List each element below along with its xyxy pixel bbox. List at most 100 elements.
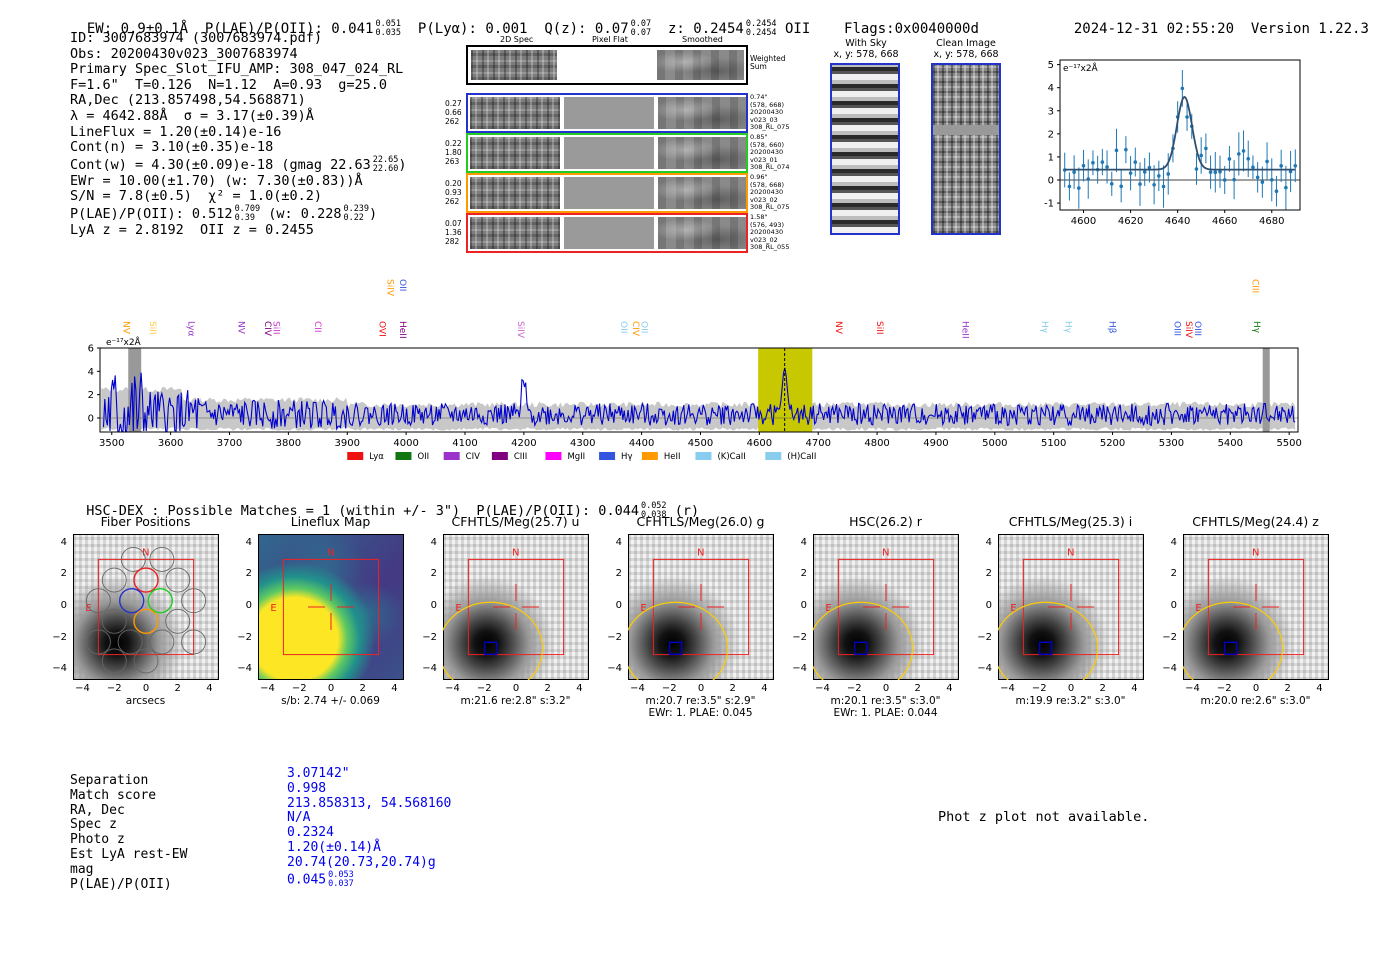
spec-row-v3: 262 bbox=[445, 117, 460, 126]
info-lambda: λ = 4642.88Å σ = 3.17(±0.39)Å bbox=[70, 107, 314, 124]
spectrum-xtick-label: 3900 bbox=[335, 438, 360, 449]
cutout-ytick: 2 bbox=[985, 568, 992, 580]
spec-row-side-line: 20200430 bbox=[750, 108, 784, 116]
north-label: N bbox=[882, 547, 889, 558]
zoom-data-point bbox=[1274, 189, 1279, 194]
weighted-sum-label: Weighted Sum bbox=[750, 54, 786, 71]
cutout-xtick: −2 bbox=[661, 683, 677, 694]
aperture-ellipse bbox=[443, 601, 544, 680]
zoom-data-point bbox=[1166, 172, 1171, 176]
cutout-caption: m:21.6 re:2.8" s:3.2" bbox=[460, 695, 571, 707]
spec-row-smoothed bbox=[658, 137, 746, 169]
cutout-ytick: −4 bbox=[422, 663, 437, 675]
spectrum-xtick-label: 4100 bbox=[452, 438, 477, 449]
zoom-data-point bbox=[1260, 180, 1265, 184]
spec-row-side: 0.96" (578, 668) 20200430 v023_02 308_RL_075 bbox=[750, 173, 790, 212]
zoom-ytick-label: 3 bbox=[1048, 106, 1054, 117]
cutout-xtick: 4 bbox=[761, 683, 768, 694]
spectrum-line-label: SiII bbox=[147, 321, 157, 335]
east-label: E bbox=[825, 603, 831, 614]
zoom-ytick-label: 4 bbox=[1048, 83, 1054, 94]
spec-row-side-line: 308_RL_075 bbox=[750, 203, 790, 211]
fiber-circle bbox=[85, 588, 111, 614]
spec-row-smoothed bbox=[658, 177, 746, 209]
zoom-unit-label: e⁻¹⁷x2Å bbox=[1063, 62, 1099, 74]
zoom-data-point bbox=[1194, 167, 1199, 171]
spec-row-side: 1.58" (576, 493) 20200430 v023_02 308_RL_055 bbox=[750, 213, 790, 252]
cutout-xtick: 2 bbox=[359, 683, 366, 694]
spectrum-xtick-label: 3800 bbox=[276, 438, 301, 449]
spectrum-line-label: NV bbox=[833, 321, 843, 335]
legend-label: Lyα bbox=[369, 452, 384, 462]
spectrum-group: 6 4 2 0 3500 3600 3700 3800 3900 4000 4100 4200 4300… bbox=[88, 279, 1302, 462]
spec-row-v1: 0.20 bbox=[445, 179, 462, 188]
fiber-circle bbox=[149, 629, 175, 655]
cutout-frame bbox=[443, 534, 589, 680]
north-label: N bbox=[512, 547, 519, 558]
spectrum-line-label-high: SiIV bbox=[384, 279, 394, 297]
zoom-data-point bbox=[1246, 156, 1251, 161]
spec-row-2dspec bbox=[470, 97, 560, 129]
cutout-xtick: 2 bbox=[1099, 683, 1106, 694]
with-sky-title: With Sky x, y: 578, 668 bbox=[830, 38, 902, 60]
zoom-xtick-label: 4600 bbox=[1071, 216, 1096, 227]
zoom-xtick-label: 4640 bbox=[1165, 216, 1190, 227]
zoom-data-point bbox=[1237, 152, 1241, 156]
spectrum-xtick-label: 5200 bbox=[1100, 438, 1125, 449]
cutout-xtick: 4 bbox=[391, 683, 398, 694]
cutout-ytick: −2 bbox=[607, 631, 622, 643]
zoom-frame bbox=[1059, 59, 1301, 211]
info-lineflux: LineFlux = 1.20(±0.14)e-16 bbox=[70, 123, 282, 140]
spec-row-side-line: (578, 660) bbox=[750, 140, 785, 149]
spectrum-xtick-label: 4900 bbox=[923, 438, 948, 449]
cutout-title: Lineflux Map bbox=[290, 514, 371, 529]
spectrum-xtick-label: 5400 bbox=[1218, 438, 1243, 449]
cutout-caption: m:19.9 re:3.2" s:3.0" bbox=[1015, 695, 1126, 707]
cutout-title: CFHTLS/Meg(24.4) z bbox=[1192, 514, 1319, 529]
cutout-overlay: NE bbox=[1183, 547, 1305, 680]
spec-row-v2: 0.93 bbox=[445, 188, 462, 197]
mask-region-right bbox=[1262, 348, 1270, 432]
spec-row-values: 0.07 1.36 282 bbox=[445, 219, 467, 246]
spectrum-line-label: NV bbox=[235, 321, 245, 335]
cutout-xtick: 4 bbox=[576, 683, 583, 694]
legend-swatch bbox=[641, 452, 658, 460]
match-plae-hi: 0.053 bbox=[328, 869, 354, 880]
match-value-plae-text: 0.045 bbox=[287, 872, 327, 888]
cutout-xtick: 0 bbox=[327, 683, 335, 694]
spectrum-xtick-label: 4600 bbox=[747, 438, 772, 449]
zoom-data-point bbox=[1284, 185, 1288, 190]
zoom-data-point bbox=[1293, 163, 1298, 168]
zoom-data-point bbox=[1109, 182, 1114, 186]
east-label: E bbox=[270, 603, 276, 614]
cutout-overlay: NE bbox=[443, 547, 565, 680]
fiber-circle bbox=[165, 567, 191, 593]
spectrum-xtick-label: 4300 bbox=[570, 438, 595, 449]
spectrum-line-label: HeII bbox=[959, 321, 969, 339]
cutout-xtick: −2 bbox=[476, 683, 492, 694]
hsc-suffix: (r) bbox=[674, 503, 700, 519]
fiber-circle-highlight bbox=[119, 587, 145, 614]
zoom-data-point bbox=[1157, 174, 1161, 178]
with-sky-image bbox=[830, 63, 900, 235]
cutout-title: CFHTLS/Meg(25.7) u bbox=[451, 514, 580, 529]
zoom-data-point bbox=[1199, 153, 1203, 158]
spectrum-line-label: OVI bbox=[377, 321, 387, 337]
weighted-smoothed bbox=[657, 50, 744, 80]
cutout-ytick: −4 bbox=[977, 663, 992, 675]
north-label: N bbox=[327, 547, 334, 558]
spec-row-side-line: 20200430 bbox=[750, 228, 784, 236]
north-label: N bbox=[697, 547, 704, 558]
spectrum-line-label: SiII bbox=[874, 321, 884, 335]
spectrum-line-label: Hβ bbox=[1107, 321, 1117, 334]
spectrum-line-label: OII bbox=[618, 321, 628, 333]
spec-row-smoothed bbox=[658, 217, 746, 249]
cutout-frame bbox=[258, 534, 404, 680]
cutout-xtick: −4 bbox=[630, 683, 645, 694]
match-label-radec: RA, Dec bbox=[70, 802, 125, 818]
match-value-score: 0.998 bbox=[287, 780, 327, 796]
legend-swatch bbox=[545, 452, 562, 460]
search-box bbox=[837, 558, 935, 656]
